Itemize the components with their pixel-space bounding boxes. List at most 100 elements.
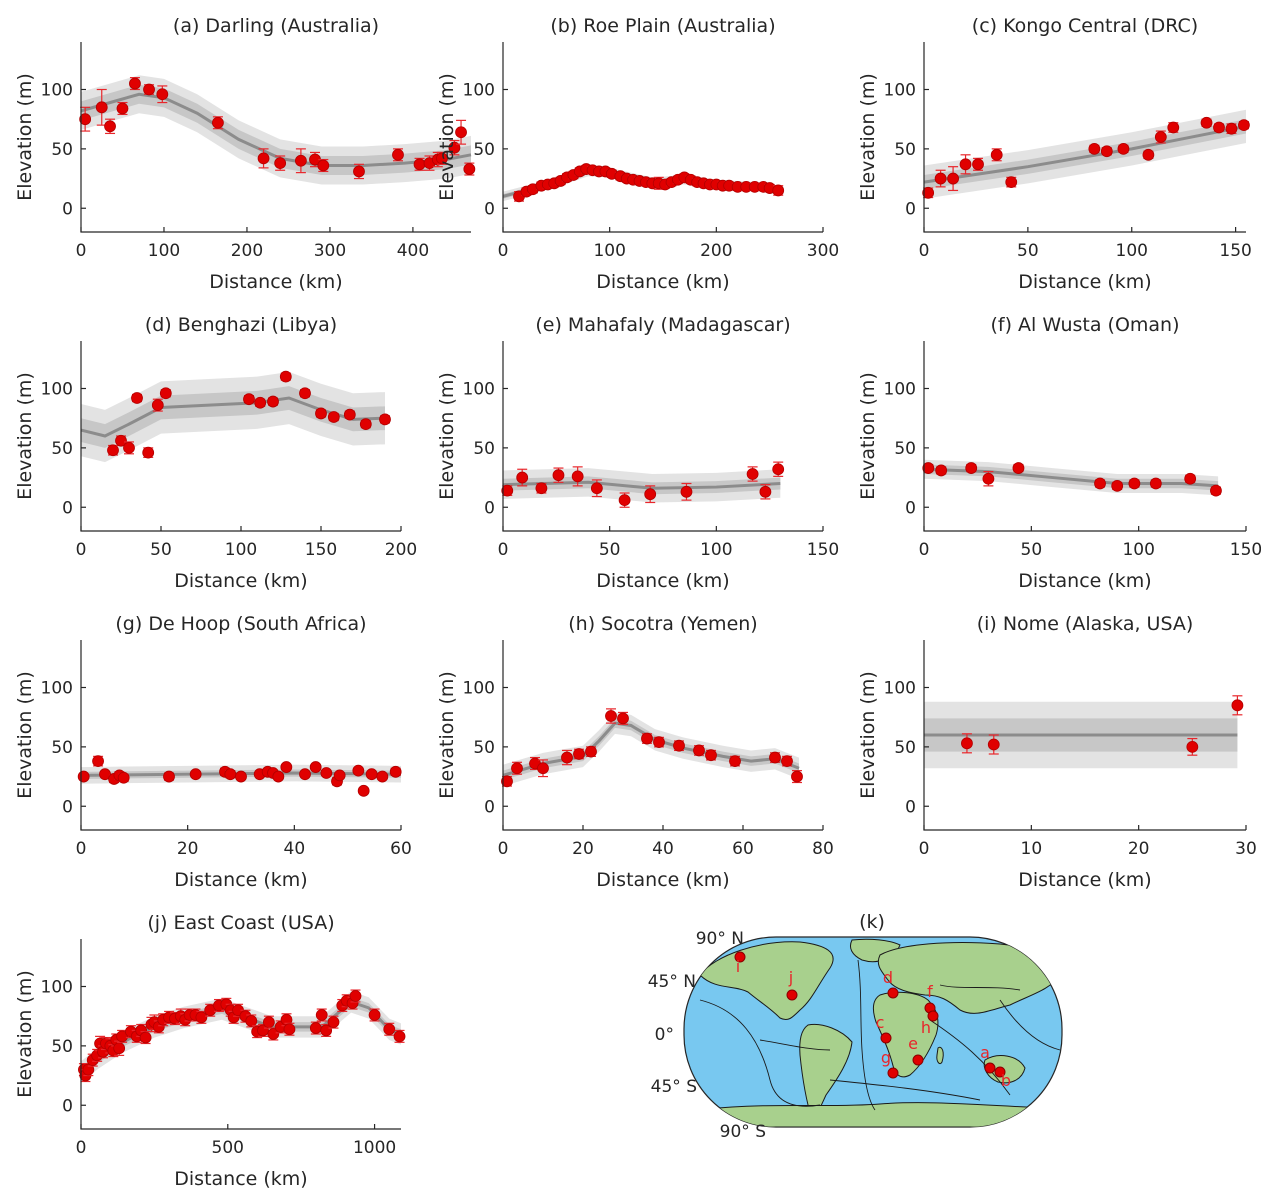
data-point xyxy=(641,732,653,745)
data-point xyxy=(393,1030,406,1043)
data-point xyxy=(516,471,529,484)
panel-title: (f) Al Wusta (Oman) xyxy=(990,314,1179,336)
data-point xyxy=(212,116,224,129)
panel-title: (i) Nome (Alaska, USA) xyxy=(977,613,1194,635)
panel-0: 0 100 200 300 400 0 50 100 (a) Darling (Australi… xyxy=(14,15,476,293)
data-point xyxy=(262,1016,275,1029)
x-tick-label: 20 xyxy=(1128,839,1150,859)
y-axis-label: Elevation (m) xyxy=(436,73,458,201)
band-68 xyxy=(81,84,471,175)
y-tick-label: 50 xyxy=(51,738,73,758)
y-tick-label: 50 xyxy=(894,140,916,160)
x-tick-label: 200 xyxy=(385,540,417,560)
data-point xyxy=(922,462,935,474)
band-68 xyxy=(503,476,781,495)
y-axis-label: Elevation (m) xyxy=(857,671,879,799)
data-point xyxy=(104,120,116,133)
panel-title: (e) Mahafaly (Madagascar) xyxy=(535,314,790,336)
y-tick-label: 100 xyxy=(41,380,73,400)
data-point xyxy=(585,745,597,758)
panel-title: (d) Benghazi (Libya) xyxy=(145,314,337,336)
data-point xyxy=(1005,176,1018,189)
data-point xyxy=(772,184,785,197)
data-point xyxy=(113,1042,126,1055)
x-axis-label: Distance (km) xyxy=(596,869,729,891)
data-point xyxy=(309,1022,322,1034)
data-point xyxy=(501,484,514,497)
data-point xyxy=(79,113,92,126)
data-point xyxy=(267,1028,280,1040)
data-point xyxy=(254,396,267,409)
map-title: (k) xyxy=(859,911,885,933)
axes xyxy=(80,640,401,831)
data-point xyxy=(769,751,781,764)
y-tick-label: 50 xyxy=(51,439,73,459)
data-point xyxy=(156,88,169,101)
y-tick-label: 50 xyxy=(51,140,73,160)
site-marker-g xyxy=(887,1067,899,1079)
world-map: (k) 90° N 45° N 0° 45° S 90° S xyxy=(648,911,1063,1142)
x-axis-label: Distance (km) xyxy=(174,570,307,592)
x-tick-label: 150 xyxy=(807,540,839,560)
data-point xyxy=(139,1031,152,1044)
data-point xyxy=(299,387,311,400)
data-point xyxy=(463,163,476,175)
y-tick-label: 0 xyxy=(905,498,916,518)
x-tick-label: 60 xyxy=(390,839,412,859)
site-marker-i xyxy=(734,951,746,963)
data-point xyxy=(729,755,741,768)
panel-title: (c) Kongo Central (DRC) xyxy=(972,15,1198,37)
data-point xyxy=(116,102,129,115)
land-madagascar xyxy=(936,1046,944,1065)
panel-9: 0 500 1000 0 50 100 (j) East Coast (USA) Distan… xyxy=(14,912,406,1190)
data-point xyxy=(990,148,1003,161)
data-point xyxy=(935,464,948,477)
site-marker-a xyxy=(984,1062,996,1074)
x-tick-label: 0 xyxy=(76,241,87,261)
lat-label-90s: 90° S xyxy=(720,1122,766,1142)
y-tick-label: 50 xyxy=(894,439,916,459)
data-point xyxy=(379,413,391,426)
x-tick-label: 150 xyxy=(1219,241,1251,261)
lat-label-45n: 45° N xyxy=(648,972,696,992)
y-tick-label: 0 xyxy=(484,199,495,219)
y-tick-label: 100 xyxy=(884,380,916,400)
site-marker-h xyxy=(927,1010,939,1022)
panel-4: 0 50 100 150 0 50 100 (e) Mahafaly (Madagascar)… xyxy=(436,314,839,592)
data-point xyxy=(392,148,404,161)
y-tick-label: 100 xyxy=(463,380,495,400)
y-tick-label: 50 xyxy=(473,439,495,459)
data-point xyxy=(1012,462,1025,474)
x-tick-label: 200 xyxy=(700,241,732,261)
mean-line xyxy=(502,480,781,490)
data-point xyxy=(1225,122,1238,135)
data-point xyxy=(357,784,370,797)
y-axis-label: Elevation (m) xyxy=(436,671,458,799)
site-marker-j xyxy=(786,989,798,1001)
data-point xyxy=(235,770,247,783)
x-tick-label: 40 xyxy=(652,839,674,859)
y-tick-label: 50 xyxy=(894,738,916,758)
x-axis-label: Distance (km) xyxy=(1018,869,1151,891)
data-point xyxy=(245,1015,258,1027)
data-point xyxy=(274,157,287,170)
data-point xyxy=(934,172,947,185)
data-point xyxy=(987,738,1000,751)
x-tick-label: 100 xyxy=(700,540,732,560)
data-point xyxy=(959,158,972,171)
data-point xyxy=(283,1023,296,1036)
x-tick-label: 150 xyxy=(305,540,337,560)
x-tick-label: 10 xyxy=(1021,839,1043,859)
lat-label-0: 0° xyxy=(655,1025,674,1045)
data-point xyxy=(267,395,279,408)
data-point xyxy=(961,737,973,750)
data-point xyxy=(317,159,330,172)
band-95 xyxy=(503,712,799,787)
site-label-d: d xyxy=(883,968,893,987)
x-tick-label: 1000 xyxy=(353,1138,396,1158)
x-tick-label: 0 xyxy=(76,839,87,859)
data-point xyxy=(1184,472,1197,485)
axes xyxy=(502,42,823,233)
plate-boundaries xyxy=(699,959,1061,1111)
data-point xyxy=(1238,119,1250,132)
